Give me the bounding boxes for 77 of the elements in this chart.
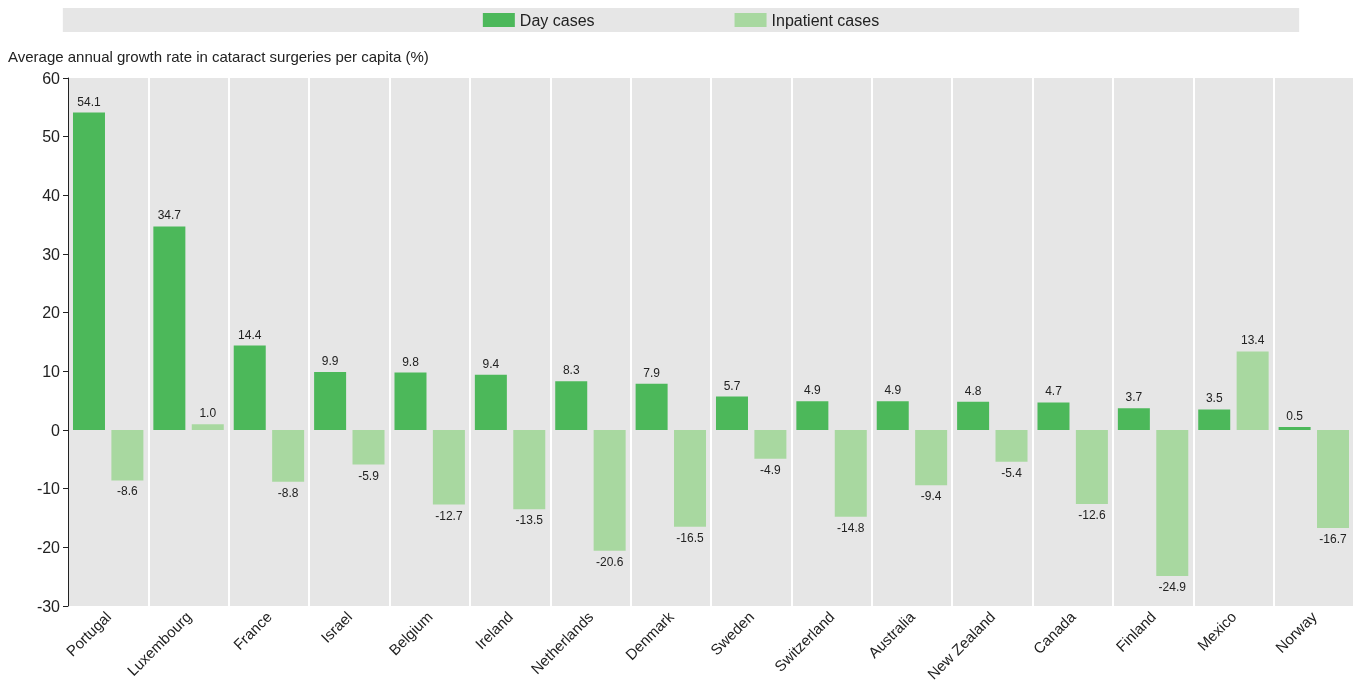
bar [352, 430, 385, 465]
data-label: 4.9 [804, 383, 822, 398]
data-label: -13.5 [515, 513, 544, 528]
y-tick-label: 60 [42, 69, 61, 87]
data-label: 34.7 [157, 208, 182, 223]
data-label: -14.8 [837, 520, 865, 535]
bar [995, 430, 1028, 462]
data-label: 8.3 [562, 363, 580, 378]
bar [394, 372, 427, 430]
bar [72, 112, 105, 430]
data-label: 5.7 [723, 378, 741, 393]
bar [1198, 409, 1231, 430]
y-tick-label: 50 [42, 128, 61, 146]
bar [754, 430, 787, 459]
bar [674, 430, 707, 527]
data-label: 7.9 [643, 365, 661, 380]
data-label: 9.8 [402, 354, 420, 369]
data-label: -24.9 [1158, 580, 1187, 595]
y-tick-label: 20 [42, 304, 61, 322]
y-axis-title: Average annual growth rate in cataract surgeries per capita (%) [8, 48, 429, 65]
data-label: -12.7 [435, 508, 463, 523]
data-label: -12.6 [1078, 507, 1106, 522]
data-label: -5.9 [358, 468, 380, 483]
bar [111, 430, 144, 481]
data-label: 9.9 [321, 353, 339, 368]
y-tick-label: -20 [36, 538, 61, 556]
bar [153, 226, 186, 430]
bar [915, 430, 948, 486]
bar [635, 383, 668, 430]
bar [593, 430, 626, 551]
data-label: 3.5 [1205, 391, 1223, 406]
bar [272, 430, 305, 482]
bar [1156, 430, 1189, 577]
data-label: -5.4 [1001, 465, 1023, 480]
data-label: -9.4 [920, 489, 942, 504]
data-label: 4.7 [1045, 384, 1063, 399]
bar [1075, 430, 1108, 504]
data-label: -4.9 [760, 462, 782, 477]
y-tick-label: -30 [36, 597, 61, 615]
bar [1317, 430, 1350, 528]
bar [432, 430, 465, 505]
data-label: 14.4 [238, 327, 262, 342]
data-label: -20.6 [595, 554, 624, 569]
bar [1278, 427, 1311, 430]
bar [834, 430, 867, 517]
bar [715, 396, 748, 430]
bar [191, 424, 224, 430]
bar [796, 401, 829, 430]
data-label: 0.5 [1286, 409, 1304, 424]
bar [1236, 351, 1269, 430]
bar [474, 374, 507, 430]
data-label: 4.8 [964, 383, 982, 398]
y-tick-label: -10 [36, 480, 61, 498]
y-tick-label: 0 [51, 421, 61, 439]
bar [555, 381, 588, 430]
data-label: 1.0 [199, 406, 217, 421]
bar [876, 401, 909, 430]
data-label: -8.8 [277, 485, 299, 500]
data-label: -8.6 [117, 484, 139, 499]
bar [957, 401, 990, 430]
bar [233, 345, 266, 430]
bar [513, 430, 546, 510]
bar [1117, 408, 1150, 430]
legend-label: Day cases [519, 11, 595, 29]
bar [1037, 402, 1070, 430]
data-label: 9.4 [482, 356, 500, 371]
data-label: -16.7 [1319, 531, 1348, 546]
data-label: 3.7 [1125, 390, 1143, 405]
data-label: 13.4 [1240, 333, 1265, 348]
y-tick-label: 40 [42, 186, 61, 204]
y-tick-label: 30 [42, 245, 61, 263]
legend-label: Inpatient cases [771, 11, 880, 29]
data-label: -16.5 [676, 530, 705, 545]
data-label: 54.1 [77, 94, 101, 109]
y-tick-label: 10 [42, 362, 61, 380]
bar [314, 371, 347, 430]
data-label: 4.9 [884, 383, 902, 398]
